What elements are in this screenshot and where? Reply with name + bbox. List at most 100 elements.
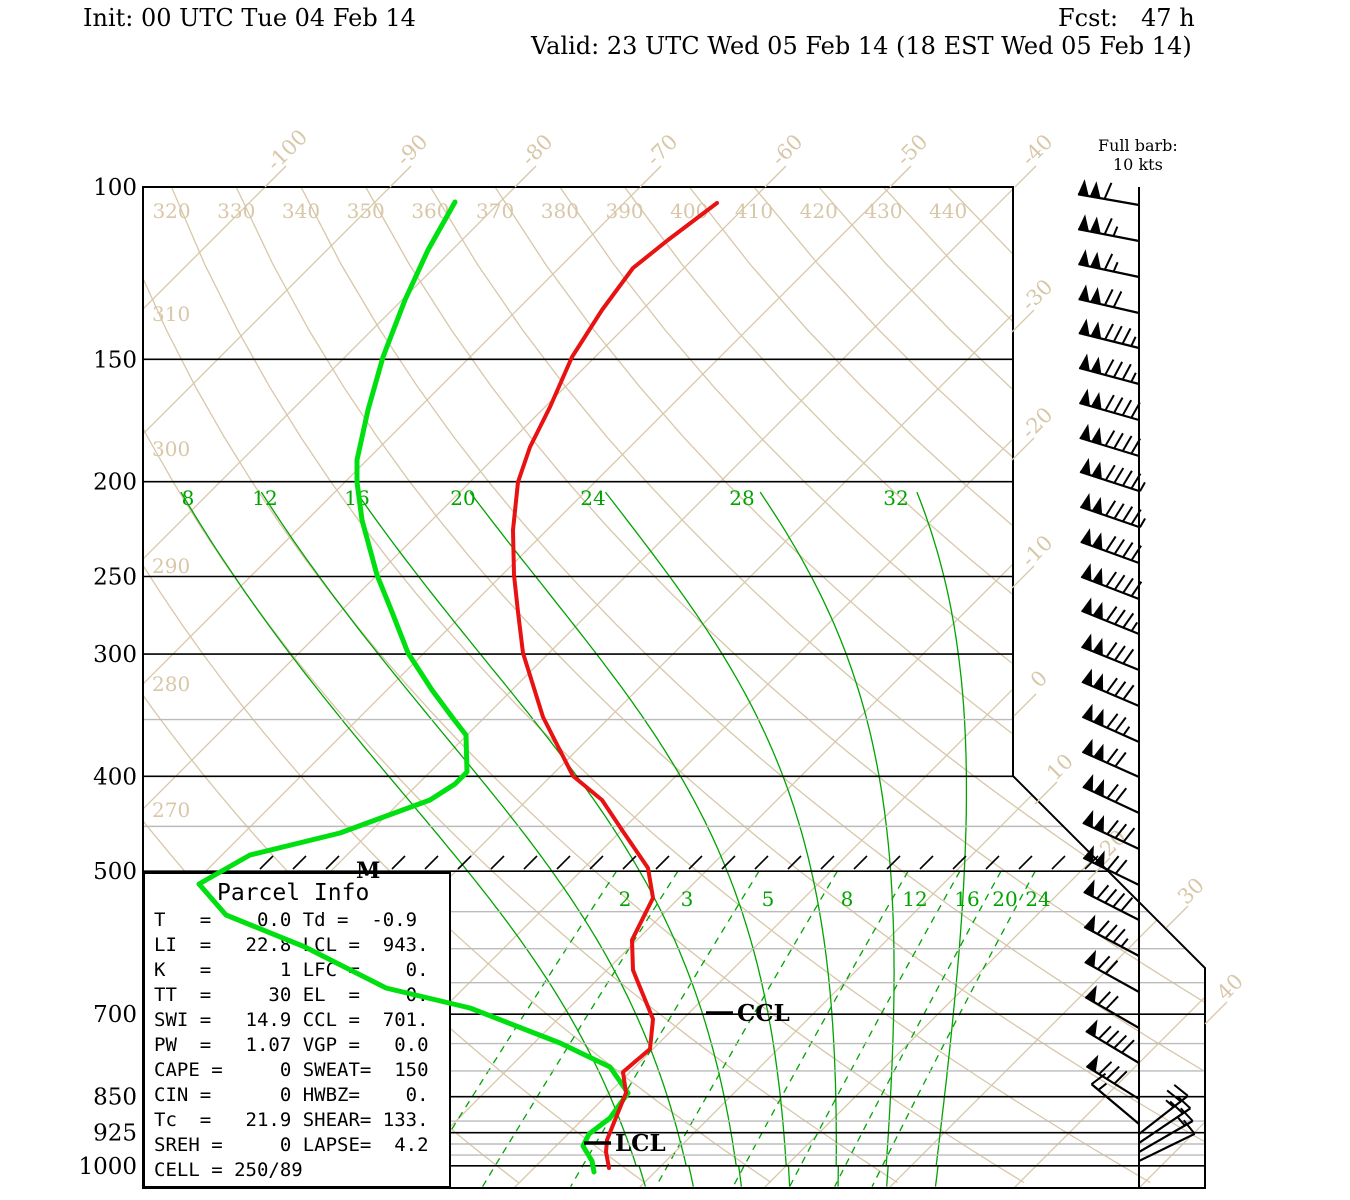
svg-text:20: 20 — [450, 486, 475, 510]
svg-text:390: 390 — [605, 199, 643, 223]
svg-text:380: 380 — [541, 199, 579, 223]
plot-border — [142, 186, 1206, 1189]
wind-barb — [1082, 845, 1140, 886]
svg-text:370: 370 — [476, 199, 514, 223]
svg-text:410: 410 — [735, 199, 773, 223]
svg-text:350: 350 — [347, 199, 385, 223]
parcel-info-line: PW = 1.07 VGP = 0.0 — [154, 1034, 429, 1056]
svg-text:310: 310 — [152, 302, 190, 326]
svg-text:340: 340 — [282, 199, 320, 223]
svg-text:290: 290 — [152, 554, 190, 578]
wind-barb — [1084, 985, 1140, 1029]
parcel-info-line: CIN = 0 HWBZ= 0. — [154, 1084, 429, 1106]
svg-text:300: 300 — [93, 642, 137, 668]
svg-text:430: 430 — [864, 199, 902, 223]
wind-barb — [1084, 949, 1140, 993]
parcel-info-title: Parcel Info — [217, 880, 370, 906]
wind-barb-legend: Full barb: 10 kts — [1098, 136, 1178, 174]
wind-barb — [1081, 703, 1140, 744]
svg-text:12: 12 — [252, 486, 277, 510]
wind-barb-column — [1077, 179, 1196, 1188]
init-time-label: Init: 00 UTC Tue 04 Feb 14 — [83, 4, 416, 32]
svg-text:8: 8 — [182, 486, 195, 510]
wind-barb — [1081, 597, 1140, 636]
valid-time-label: Valid: 23 UTC Wed 05 Feb 14 (18 EST Wed … — [531, 32, 1192, 60]
svg-text:150: 150 — [93, 347, 137, 373]
sounding-overlay: M CCL LCL — [196, 199, 1099, 1175]
svg-text:925: 925 — [93, 1121, 137, 1147]
wind-barb — [1083, 879, 1140, 921]
svg-text:1000: 1000 — [78, 1154, 137, 1180]
wind-barb — [1085, 1054, 1140, 1100]
svg-text:32: 32 — [883, 486, 908, 510]
svg-text:5: 5 — [762, 887, 775, 911]
wind-barb — [1078, 249, 1140, 279]
svg-text:16: 16 — [954, 887, 979, 911]
wind-barb — [1077, 179, 1140, 207]
svg-text:500: 500 — [93, 859, 137, 885]
svg-text:320: 320 — [152, 199, 190, 223]
svg-text:280: 280 — [152, 672, 190, 696]
wind-barb — [1079, 423, 1142, 458]
wind-barb — [1078, 353, 1140, 386]
wind-barb — [1080, 528, 1142, 565]
wind-barb — [1083, 914, 1140, 957]
svg-text:12: 12 — [902, 887, 927, 911]
wind-barb — [1081, 668, 1140, 708]
svg-text:420: 420 — [800, 199, 838, 223]
wind-barb — [1138, 1095, 1192, 1144]
parcel-info-line: T = 0.0 Td = -0.9 — [154, 909, 418, 931]
dewpoint-trace — [196, 199, 631, 1175]
wind-barb-legend-line2: 10 kts — [1113, 155, 1163, 174]
wind-barb — [1080, 563, 1143, 601]
parcel-info-line: Tc = 21.9 SHEAR= 133. — [154, 1109, 429, 1131]
parcel-info-line: SREH = 0 LAPSE= 4.2 — [154, 1134, 429, 1156]
m-marker: M — [356, 858, 380, 884]
wind-barb — [1082, 809, 1140, 850]
svg-text:20: 20 — [992, 887, 1017, 911]
forecast-hour-label: Fcst: 47 h — [1058, 4, 1195, 32]
parcel-info-line: CELL = 250/89 — [154, 1159, 303, 1181]
parcel-info-panel: Parcel Info T = 0.0 Td = -0.9 LI = 22.8 … — [143, 872, 451, 1188]
svg-text:330: 330 — [217, 199, 255, 223]
svg-text:24: 24 — [580, 486, 605, 510]
svg-text:400: 400 — [670, 199, 708, 223]
wind-barb-legend-line1: Full barb: — [1098, 136, 1178, 155]
wind-barb — [1085, 1019, 1140, 1064]
parcel-info-line: SWI = 14.9 CCL = 701. — [154, 1009, 429, 1031]
svg-text:440: 440 — [929, 199, 967, 223]
wind-barb — [1138, 1119, 1196, 1162]
wind-barb — [1081, 633, 1140, 672]
wind-barb — [1078, 284, 1140, 315]
wind-barb — [1079, 388, 1141, 422]
svg-text:2: 2 — [619, 887, 632, 911]
svg-text:300: 300 — [152, 437, 190, 461]
svg-text:3: 3 — [681, 887, 694, 911]
wind-barb — [1081, 738, 1140, 779]
ccl-label: CCL — [737, 1000, 790, 1027]
wind-barb — [1082, 773, 1140, 814]
svg-text:200: 200 — [93, 470, 137, 496]
temperature-trace — [511, 201, 719, 1170]
svg-text:700: 700 — [93, 1002, 137, 1028]
svg-text:250: 250 — [93, 565, 137, 591]
wind-barb — [1077, 214, 1140, 243]
svg-text:28: 28 — [729, 486, 754, 510]
svg-text:850: 850 — [93, 1085, 137, 1111]
wind-barb — [1138, 1107, 1194, 1153]
svg-text:24: 24 — [1025, 887, 1050, 911]
hatch-500mb — [259, 855, 1099, 870]
svg-text:100: 100 — [93, 175, 137, 201]
svg-text:8: 8 — [841, 887, 854, 911]
parcel-info-line: CAPE = 0 SWEAT= 150 — [154, 1059, 429, 1081]
lcl-label: LCL — [615, 1130, 666, 1157]
svg-text:270: 270 — [152, 798, 190, 822]
wind-barb — [1138, 1084, 1189, 1135]
svg-text:400: 400 — [93, 764, 137, 790]
wind-barb — [1078, 318, 1140, 350]
wind-barb — [1079, 457, 1146, 493]
wind-barb — [1090, 1072, 1140, 1125]
